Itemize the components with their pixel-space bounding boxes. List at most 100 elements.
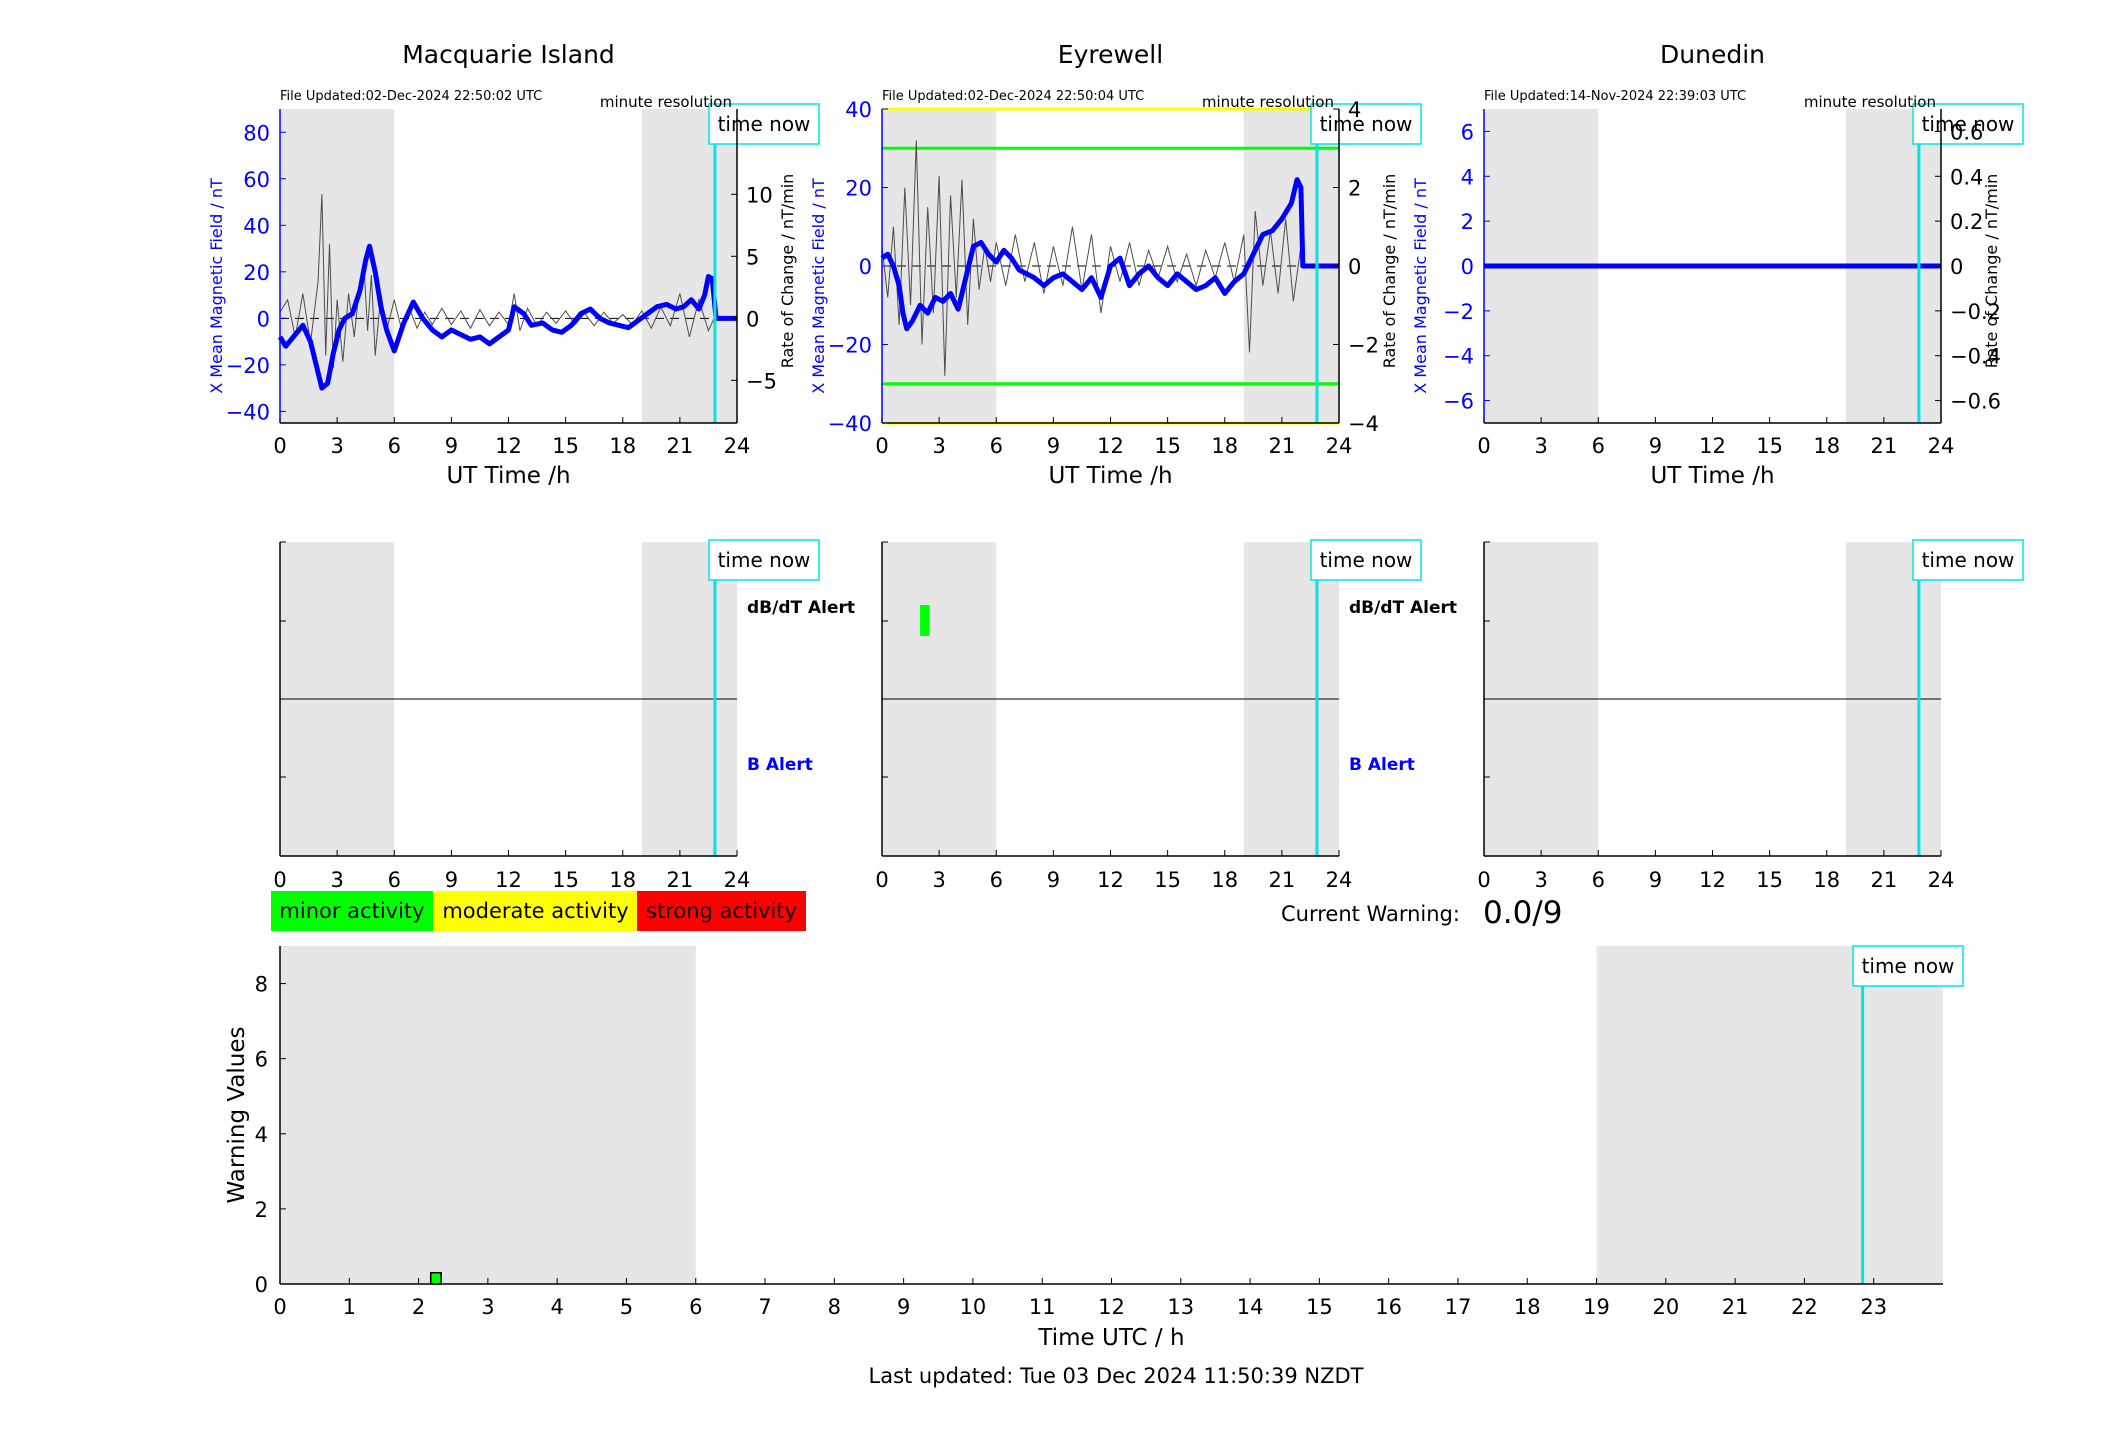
y-left-tick-label: 20 [243,261,270,285]
x-tick-label: 12 [495,434,522,458]
legend-swatch [434,891,637,931]
x-tick-label: 9 [445,434,458,458]
panel-title: Eyrewell [1058,40,1163,69]
y-tick-label: 6 [255,1048,268,1072]
y-tick-label: 8 [255,973,268,997]
x-tick-label: 6 [990,868,1003,892]
y-right-tick-label: −0.4 [1950,345,2001,369]
night-shading [1596,946,1943,1284]
x-tick-label: 6 [388,434,401,458]
x-tick-label: 20 [1652,1295,1679,1319]
time-now-label: time now [718,112,811,136]
rate-of-change-series [279,194,715,368]
y-left-tick-label: −40 [226,400,270,424]
x-tick-label: 0 [875,434,888,458]
y-tick-label: 2 [255,1198,268,1222]
x-tick-label: 6 [689,1295,702,1319]
y-left-tick-label: 20 [845,177,872,201]
x-tick-label: 24 [724,434,751,458]
x-tick-label: 21 [1269,434,1296,458]
current-warning-value: 0.0/9 [1483,895,1562,931]
y-right-tick-label: 4 [1348,98,1361,122]
x-tick-label: 15 [1306,1295,1333,1319]
x-tick-label: 12 [1699,434,1726,458]
x-tick-label: 13 [1167,1295,1194,1319]
x-tick-label: 15 [1756,434,1783,458]
y-right-tick-label: −2 [1348,334,1379,358]
time-now-label: time now [1320,548,1413,572]
x-tick-label: 9 [1649,434,1662,458]
x-tick-label: 21 [1871,434,1898,458]
x-tick-label: 3 [330,868,343,892]
x-tick-label: 0 [1477,868,1490,892]
y-left-axis-label: X Mean Magnetic Field / nT [1411,178,1430,394]
y-left-tick-label: −20 [226,354,270,378]
y-right-tick-label: 5 [746,245,759,269]
x-tick-label: 15 [1154,434,1181,458]
x-tick-label: 8 [828,1295,841,1319]
y-left-tick-label: 60 [243,168,270,192]
x-tick-label: 18 [1813,868,1840,892]
x-tick-label: 19 [1583,1295,1610,1319]
x-tick-label: 0 [875,868,888,892]
x-tick-label: 3 [330,434,343,458]
y-right-axis-label: Rate of Change / nT/min [778,174,797,369]
x-axis-label: UT Time /h [1650,463,1774,489]
time-now-label: time now [1320,112,1413,136]
x-tick-label: 12 [1699,868,1726,892]
x-tick-label: 18 [1211,868,1238,892]
legend-swatch [637,891,806,931]
y-left-tick-label: 4 [1461,165,1474,189]
x-tick-label: 24 [724,868,751,892]
x-tick-label: 23 [1860,1295,1887,1319]
x-tick-label: 10 [960,1295,987,1319]
b-alert-label: B Alert [1349,755,1415,775]
x-tick-label: 12 [495,868,522,892]
time-now-label: time now [1922,112,2015,136]
y-left-tick-label: −40 [828,412,872,436]
x-axis-label: UT Time /h [1048,463,1172,489]
time-now-label: time now [1922,548,2015,572]
y-tick-label: 4 [255,1123,268,1147]
x-tick-label: 11 [1029,1295,1056,1319]
time-now-label: time now [1862,954,1955,978]
y-left-tick-label: 0 [859,255,872,279]
x-tick-label: 6 [1592,868,1605,892]
x-tick-label: 3 [932,434,945,458]
resolution-label: minute resolution [1202,93,1334,111]
y-left-tick-label: 40 [845,98,872,122]
x-tick-label: 12 [1098,1295,1125,1319]
x-tick-label: 9 [1649,868,1662,892]
dbdt-alert-label: dB/dT Alert [747,598,855,618]
x-tick-label: 24 [1928,434,1955,458]
dbdt-alert-label: dB/dT Alert [1349,598,1457,618]
time-now-box [708,103,820,145]
legend-label: moderate activity [442,899,628,923]
legend-label: strong activity [646,899,797,923]
x-tick-label: 22 [1791,1295,1818,1319]
y-tick-label: 0 [255,1273,268,1297]
y-left-tick-label: −4 [1443,345,1474,369]
y-left-tick-label: 40 [243,214,270,238]
x-tick-label: 24 [1928,868,1955,892]
x-tick-label: 9 [1047,868,1060,892]
alert-panel-1: time now 0 3 6 9 12 15 18 21 24 dB/dT Alert B Alert [875,539,1457,892]
y-left-tick-label: 2 [1461,210,1474,234]
time-now-box [708,539,820,581]
y-right-tick-label: 0 [1348,255,1361,279]
y-axis-label: Warning Values [224,1026,250,1203]
x-tick-label: 12 [1097,868,1124,892]
y-right-tick-label: −0.6 [1950,390,2001,414]
y-right-tick-label: −0.2 [1950,300,2001,324]
y-left-tick-label: −6 [1443,390,1474,414]
y-right-tick-label: 0.4 [1950,165,1983,189]
x-tick-label: 1 [343,1295,356,1319]
night-shading [641,109,737,423]
y-right-axis-label: Rate of Change / nT/min [1380,174,1399,369]
x-tick-label: 16 [1375,1295,1402,1319]
